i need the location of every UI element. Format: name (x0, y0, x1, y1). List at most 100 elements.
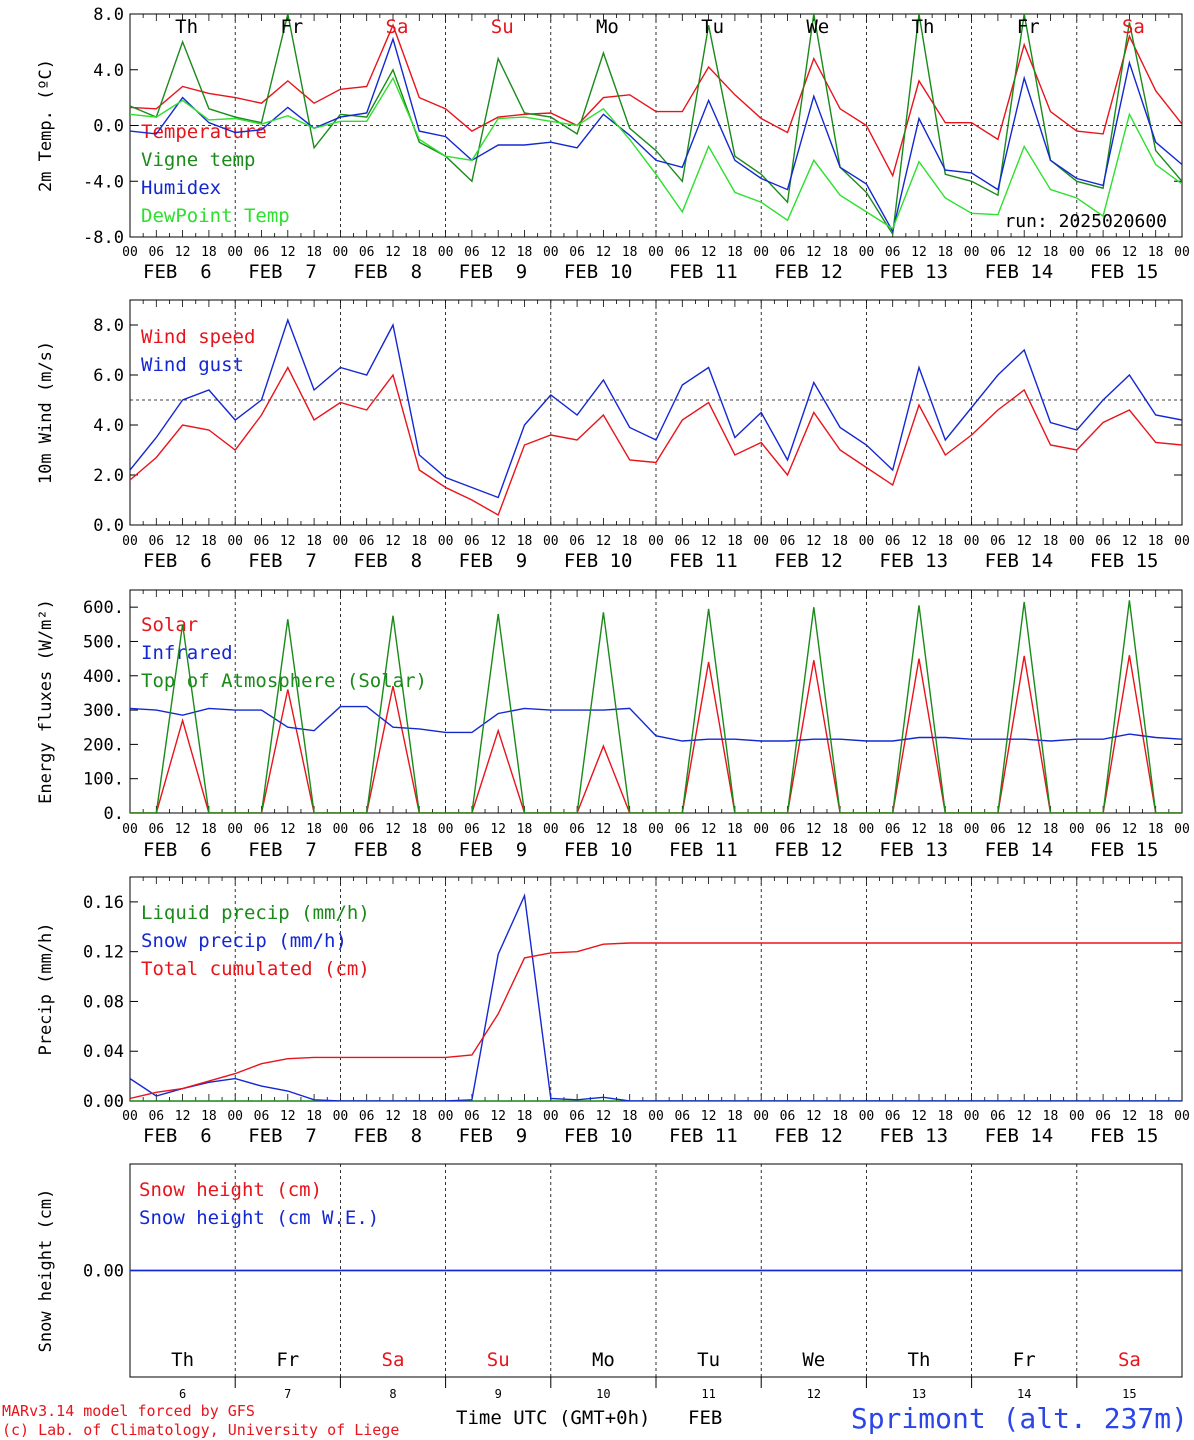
day-label: FEB 14 (985, 550, 1054, 572)
day-label: FEB 15 (1090, 839, 1159, 861)
hour-tick-label: 00 (964, 534, 980, 549)
hour-tick-label: 18 (201, 245, 217, 260)
day-label: FEB 8 (353, 550, 422, 572)
day-label: FEB 12 (774, 1125, 843, 1147)
hour-tick-label: 18 (411, 822, 427, 837)
hour-tick-label: 18 (1148, 534, 1164, 549)
weekday-label: Sa (386, 16, 409, 38)
day-number-label: 6 (179, 1387, 186, 1401)
day-number-label: 12 (807, 1387, 821, 1401)
hour-tick-label: 18 (832, 534, 848, 549)
hour-tick-label: 12 (1122, 245, 1138, 260)
day-label: FEB 13 (879, 1125, 948, 1147)
hour-tick-label: 12 (806, 534, 822, 549)
day-label: FEB 11 (669, 839, 738, 861)
y-tick-label: 0.00 (83, 1092, 124, 1112)
hour-tick-label: 12 (701, 1109, 717, 1124)
panel-3: 600. 500. 400. 300. 200. 100. 0. Energy fluxes … (36, 589, 1190, 861)
hour-tick-label: 06 (885, 822, 901, 837)
y-tick-label: 0.0 (93, 117, 124, 137)
hour-tick-label: 00 (648, 822, 664, 837)
legend-entry: Total cumulated (cm) (141, 958, 370, 980)
y-tick-label: 300. (83, 701, 124, 721)
hour-tick-label: 00 (753, 245, 769, 260)
bottom-weekday-label: Th (908, 1349, 931, 1371)
y-axis-label: Snow height (cm) (36, 1189, 56, 1353)
hour-tick-label: 06 (464, 534, 480, 549)
series-line-2 (130, 14, 1182, 237)
hour-tick-label: 06 (885, 1109, 901, 1124)
legend-entry: Wind speed (141, 326, 255, 348)
y-tick-label: 8.0 (93, 316, 124, 336)
hour-tick-label: 12 (596, 822, 612, 837)
hour-tick-label: 18 (727, 1109, 743, 1124)
hour-tick-label: 18 (727, 822, 743, 837)
y-tick-label: 0.08 (83, 992, 124, 1012)
hour-tick-label: 18 (937, 1109, 953, 1124)
hour-tick-label: 12 (911, 245, 927, 260)
day-label: FEB 12 (774, 550, 843, 572)
hour-tick-label: 06 (569, 534, 585, 549)
legend-entry: Snow height (cm) (139, 1179, 322, 1201)
hour-tick-label: 00 (964, 822, 980, 837)
hour-tick-label: 00 (753, 534, 769, 549)
hour-tick-label: 06 (1095, 245, 1111, 260)
bottom-weekday-label: Fr (276, 1349, 299, 1371)
hour-tick-label: 00 (1174, 534, 1190, 549)
legend-entry: Vigne temp (141, 149, 255, 171)
hour-tick-label: 12 (1122, 534, 1138, 549)
hour-tick-label: 12 (490, 822, 506, 837)
hour-tick-label: 18 (937, 822, 953, 837)
hour-tick-label: 18 (622, 245, 638, 260)
y-tick-label: -4.0 (83, 172, 124, 192)
hour-tick-label: 00 (1174, 245, 1190, 260)
hour-tick-label: 06 (254, 534, 270, 549)
hour-tick-label: 06 (254, 822, 270, 837)
weekday-label: Tu (701, 16, 724, 38)
hour-tick-label: 18 (306, 534, 322, 549)
hour-tick-label: 00 (122, 245, 138, 260)
hour-tick-label: 06 (885, 245, 901, 260)
day-label: FEB 8 (353, 1125, 422, 1147)
bottom-weekday-label: Fr (1013, 1349, 1036, 1371)
hour-tick-label: 18 (517, 534, 533, 549)
y-tick-label: 0.16 (83, 893, 124, 913)
hour-tick-label: 18 (306, 822, 322, 837)
y-tick-label: 2.0 (93, 466, 124, 486)
hour-tick-label: 12 (175, 245, 191, 260)
hour-tick-label: 00 (964, 1109, 980, 1124)
day-label: FEB 8 (353, 839, 422, 861)
hour-tick-label: 00 (753, 1109, 769, 1124)
day-label: FEB 9 (459, 550, 528, 572)
y-axis-label: 2m Temp. (ºC) (36, 59, 56, 192)
hour-tick-label: 06 (780, 245, 796, 260)
hour-tick-label: 18 (411, 534, 427, 549)
hour-tick-label: 00 (227, 245, 243, 260)
day-label: FEB 7 (248, 1125, 317, 1147)
hour-tick-label: 18 (622, 1109, 638, 1124)
hour-tick-label: 00 (438, 822, 454, 837)
day-number-label: 8 (389, 1387, 396, 1401)
hour-tick-label: 12 (280, 534, 296, 549)
hour-tick-label: 12 (806, 822, 822, 837)
day-label: FEB 8 (353, 261, 422, 283)
day-number-label: 7 (284, 1387, 291, 1401)
hour-tick-label: 06 (254, 1109, 270, 1124)
day-label: FEB 10 (564, 1125, 633, 1147)
hour-tick-label: 00 (1069, 245, 1085, 260)
day-label: FEB 11 (669, 1125, 738, 1147)
hour-tick-label: 06 (780, 534, 796, 549)
hour-tick-label: 12 (596, 1109, 612, 1124)
day-number-label: 9 (495, 1387, 502, 1401)
hour-tick-label: 00 (333, 245, 349, 260)
hour-tick-label: 00 (227, 534, 243, 549)
hour-tick-label: 00 (227, 1109, 243, 1124)
hour-tick-label: 12 (701, 534, 717, 549)
day-label: FEB 14 (985, 839, 1054, 861)
hour-tick-label: 00 (438, 534, 454, 549)
hour-tick-label: 12 (911, 534, 927, 549)
day-label: FEB 11 (669, 550, 738, 572)
legend-entry: Snow height (cm W.E.) (139, 1207, 379, 1229)
weekday-label: Fr (1017, 16, 1040, 38)
hour-tick-label: 06 (148, 245, 164, 260)
